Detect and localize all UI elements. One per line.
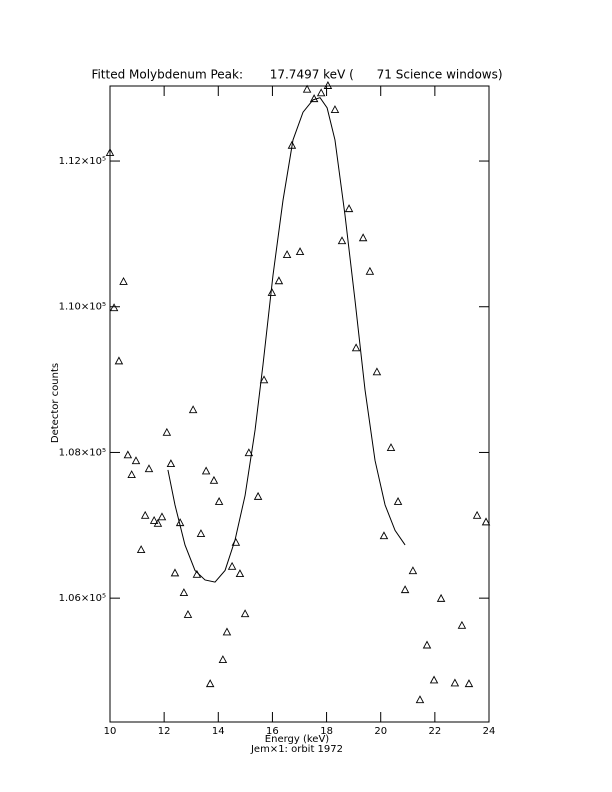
x-tick-label: 14 [212,726,225,737]
data-point [131,456,141,465]
data-point [235,569,245,578]
data-point [188,405,198,414]
data-point [240,609,250,618]
chart-title: Fitted Molybdenum Peak: 17.7497 keV ( 71… [91,68,502,82]
x-tick-label: 10 [104,726,117,737]
x-tick-label: 20 [374,726,387,737]
data-point [253,491,263,500]
x-tick-label: 18 [320,726,333,737]
data-point [196,529,206,537]
data-point [436,593,446,602]
x-tick-label: 12 [158,726,171,737]
data-point [472,510,482,519]
data-point [323,81,333,89]
data-point [153,518,163,527]
data-point [481,517,491,526]
data-point [201,466,211,475]
fit-line [167,97,406,583]
y-tick-label: 1.10×10⁵ [59,302,106,313]
data-point [464,679,474,688]
data-point [114,356,124,365]
data-point [119,277,128,285]
x-tick-label: 16 [266,726,279,737]
data-point [179,588,189,597]
data-point [259,375,269,384]
x-tick-label: 24 [483,726,496,737]
data-point [136,545,146,554]
data-point [274,276,284,285]
data-point [105,148,115,156]
data-point [267,287,277,296]
data-point [149,515,159,524]
data-point [358,233,368,242]
y-tick-label: 1.06×10⁵ [59,593,106,604]
data-point [209,475,219,484]
data-point [400,585,410,594]
data-point [282,250,292,258]
data-point [309,94,319,103]
data-point [422,640,432,649]
data-point [170,568,180,577]
plot-frame [109,85,490,723]
data-point [450,678,460,687]
x-axis-label: Energy (keV) [265,734,330,745]
data-point [379,531,389,540]
data-point [337,236,347,245]
data-point [162,427,172,436]
data-point [351,343,361,352]
data-point [316,88,326,97]
data-point [457,620,467,629]
data-point [415,695,425,704]
data-point [222,627,232,636]
data-point [365,266,375,275]
data-point [372,367,382,376]
data-point [302,84,312,93]
x-tick-label: 22 [428,726,441,737]
y-axis-label: Detector counts [50,363,61,443]
data-point [144,464,154,473]
data-point [386,443,396,452]
data-point [140,510,150,519]
data-point [429,675,439,684]
data-point [227,561,237,570]
data-point [166,459,176,468]
data-point [244,448,254,457]
data-point [330,105,340,113]
data-point [109,303,119,312]
data-point [183,609,193,618]
data-point [214,497,224,505]
data-point [295,247,305,256]
data-point [205,679,215,688]
subtitle: Jem×1: orbit 1972 [250,744,343,755]
data-point [123,450,133,459]
data-point [393,497,403,505]
y-tick-label: 1.08×10⁵ [59,447,106,458]
data-point [127,470,136,478]
data-point [344,204,354,213]
y-tick-label: 1.12×10⁵ [59,156,106,167]
data-point [157,512,167,521]
data-point [218,655,228,664]
data-point [408,566,418,575]
